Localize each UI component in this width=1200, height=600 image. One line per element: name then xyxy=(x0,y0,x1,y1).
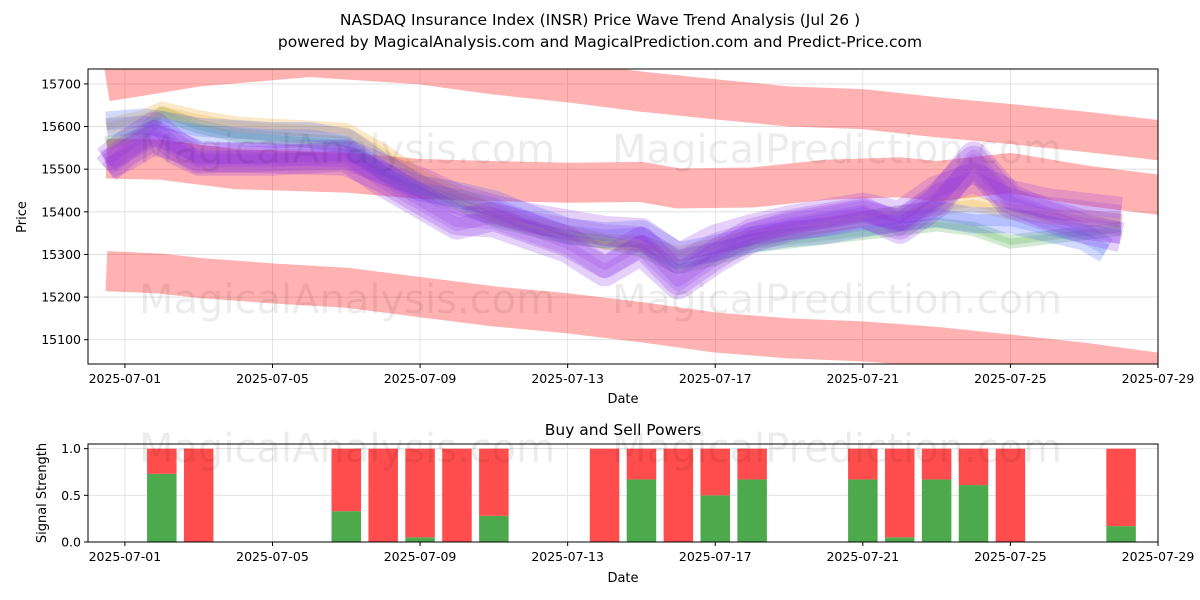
band-core-purple-wave-2 xyxy=(101,128,1122,287)
price-y-tick-label: 15600 xyxy=(41,119,81,134)
signal-y-label: Signal Strength xyxy=(35,443,50,543)
buy-bar xyxy=(331,511,362,542)
price-x-tick-label: 2025-07-17 xyxy=(679,371,752,386)
signal-watermarks: MagicalAnalysis.com MagicalPrediction.com xyxy=(139,426,1062,472)
sell-bar xyxy=(331,448,362,512)
sell-bar xyxy=(848,448,878,480)
price-x-label: Date xyxy=(607,392,638,407)
buy-bar xyxy=(737,479,767,542)
band-orange-wave xyxy=(104,101,1122,263)
signal-x-tick-label: 2025-07-17 xyxy=(679,549,752,564)
watermark-text: MagicalAnalysis.com xyxy=(139,277,555,323)
watermark-text: MagicalAnalysis.com xyxy=(139,127,555,173)
sell-bar xyxy=(589,448,620,542)
watermark-text: MagicalPrediction.com xyxy=(612,277,1062,323)
band-core-blue-wave xyxy=(105,115,1110,262)
signal-y-tick-label: 0.0 xyxy=(61,535,81,550)
band-green-wave xyxy=(104,106,1122,275)
signal-x-label: Date xyxy=(607,571,638,586)
band-core-green-wave xyxy=(105,110,1122,271)
band-core-purple-wave-3 xyxy=(103,132,1123,292)
price-gridlines xyxy=(88,69,1159,364)
sell-bar xyxy=(147,448,177,474)
sell-bar xyxy=(958,448,989,486)
signal-bars xyxy=(147,448,1136,542)
buy-bar xyxy=(921,479,952,542)
band-lower-channel xyxy=(105,251,1158,364)
watermark-text: MagicalPrediction.com xyxy=(612,127,1062,173)
price-x-tick-label: 2025-07-01 xyxy=(89,371,162,386)
buy-bar xyxy=(700,495,730,542)
buy-bar xyxy=(958,485,989,542)
sell-bar xyxy=(700,448,730,496)
sell-bar xyxy=(183,448,214,542)
signal-x-tick-label: 2025-07-25 xyxy=(974,549,1047,564)
sell-bar xyxy=(368,448,398,542)
sell-bar xyxy=(663,448,694,542)
price-y-tick-label: 15200 xyxy=(41,290,81,305)
band-core-purple-wave-1 xyxy=(102,119,1122,266)
signal-axis-ticks: 2025-07-01 2025-07-05 2025-07-09 2025-07-13… xyxy=(61,441,1194,564)
watermark-text: MagicalPrediction.com xyxy=(612,426,1062,472)
sell-bar xyxy=(921,448,952,480)
band-upper-channel xyxy=(104,69,1158,161)
buy-bar xyxy=(1106,526,1136,542)
sell-bar xyxy=(995,448,1026,542)
price-y-tick-label: 15400 xyxy=(41,204,81,219)
sell-bar xyxy=(1106,448,1136,527)
sell-bar xyxy=(442,448,472,542)
price-y-tick-label: 15300 xyxy=(41,247,81,262)
signal-x-tick-label: 2025-07-09 xyxy=(384,549,457,564)
signal-title: Buy and Sell Powers xyxy=(545,421,702,439)
sell-bar xyxy=(737,448,767,480)
signal-x-tick-label: 2025-07-05 xyxy=(236,549,309,564)
price-y-label: Price xyxy=(15,201,30,233)
price-watermarks: MagicalAnalysis.com MagicalPrediction.com… xyxy=(139,127,1062,323)
sell-bar xyxy=(405,448,435,538)
price-y-tick-label: 15700 xyxy=(41,76,81,91)
buy-bar xyxy=(147,473,177,542)
band-purple-wave-2 xyxy=(96,120,1123,295)
signal-y-tick-label: 0.5 xyxy=(61,488,81,503)
buy-bar xyxy=(848,479,878,542)
signal-x-tick-label: 2025-07-01 xyxy=(89,549,162,564)
signal-y-tick-label: 1.0 xyxy=(61,441,81,456)
watermark-text: MagicalAnalysis.com xyxy=(139,426,555,472)
price-axis-ticks: 2025-07-01 2025-07-05 2025-07-09 2025-07-13… xyxy=(41,76,1194,386)
band-core-orange-wave xyxy=(105,105,1122,258)
sell-bar xyxy=(626,448,657,480)
price-y-tick-label: 15100 xyxy=(41,332,81,347)
signal-plot-frame xyxy=(87,443,1159,543)
price-x-tick-label: 2025-07-29 xyxy=(1122,371,1195,386)
price-y-tick-label: 15500 xyxy=(41,162,81,177)
sell-bar xyxy=(884,448,915,538)
buy-bar xyxy=(626,479,657,542)
band-middle-channel xyxy=(105,138,1158,215)
buy-bar xyxy=(884,537,915,542)
price-x-tick-label: 2025-07-09 xyxy=(384,371,457,386)
chart-subtitle: powered by MagicalAnalysis.com and Magic… xyxy=(278,33,922,51)
band-blue-wave xyxy=(105,108,1113,269)
price-x-tick-label: 2025-07-05 xyxy=(236,371,309,386)
price-x-tick-label: 2025-07-21 xyxy=(826,371,899,386)
price-x-tick-label: 2025-07-13 xyxy=(531,371,604,386)
price-bands xyxy=(96,69,1158,364)
price-x-tick-label: 2025-07-25 xyxy=(974,371,1047,386)
buy-bar xyxy=(479,515,509,542)
signal-x-tick-label: 2025-07-29 xyxy=(1122,549,1195,564)
price-plot-frame xyxy=(87,68,1159,365)
signal-x-tick-label: 2025-07-21 xyxy=(826,549,899,564)
signal-x-tick-label: 2025-07-13 xyxy=(531,549,604,564)
chart-title: NASDAQ Insurance Index (INSR) Price Wave… xyxy=(340,11,860,29)
band-purple-wave-3 xyxy=(100,124,1125,300)
band-purple-wave-1 xyxy=(96,111,1123,274)
sell-bar xyxy=(479,448,509,516)
buy-bar xyxy=(405,537,435,542)
